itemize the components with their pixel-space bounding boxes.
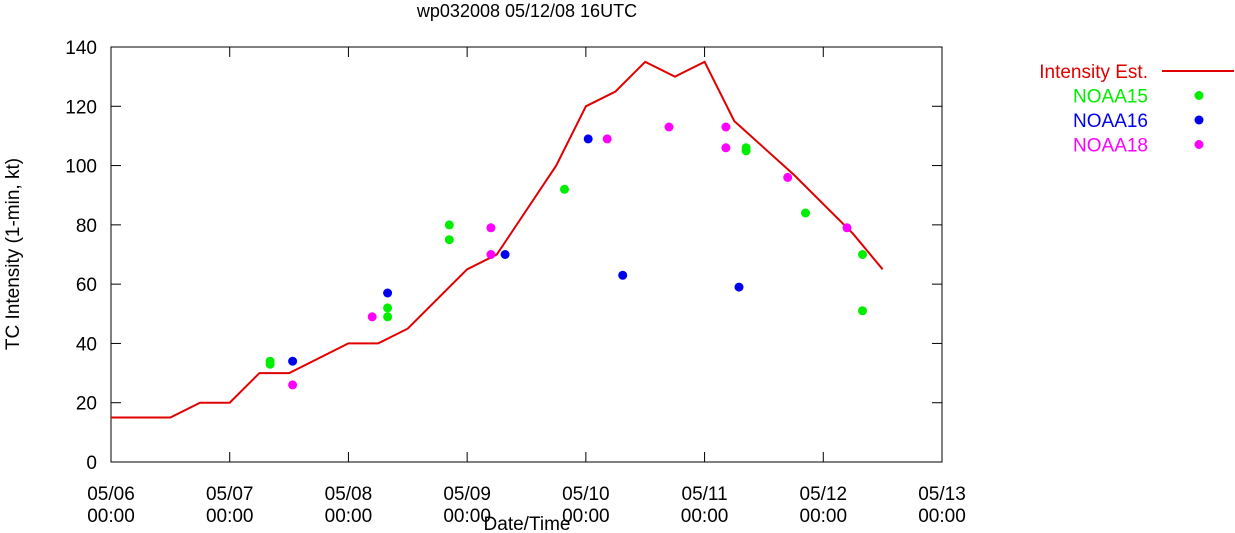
data-point-noaa16: [383, 288, 393, 298]
x-tick-label-date: 05/08: [325, 484, 373, 505]
data-point-noaa15: [265, 359, 275, 369]
data-point-noaa15: [560, 184, 569, 194]
x-tick-label-time: 00:00: [800, 506, 848, 527]
x-tick-label-time: 00:00: [681, 506, 729, 527]
data-point-noaa16: [288, 356, 298, 366]
data-point-noaa18: [721, 143, 731, 153]
y-tick-label: 80: [76, 216, 97, 237]
y-tick-label: 0: [86, 453, 97, 474]
legend-swatch-noaa16: [1194, 115, 1204, 125]
x-tick-label-date: 05/10: [562, 484, 610, 505]
data-point-noaa15: [858, 250, 867, 259]
x-tick-label-time: 00:00: [562, 506, 610, 527]
y-tick-label: 100: [65, 157, 97, 178]
chart-title: wp032008 05/12/08 16UTC: [416, 1, 637, 21]
data-point-noaa16: [734, 282, 744, 292]
series-line-intensity-est: [111, 60, 884, 419]
legend-label-noaa18: NOAA18: [1073, 136, 1148, 157]
data-point-noaa15: [383, 312, 393, 322]
data-point-noaa18: [721, 122, 731, 132]
y-axis: 0 20 40 60 80 100 120 140: [65, 38, 942, 474]
data-point-noaa16: [618, 270, 628, 280]
x-tick-label-date: 05/07: [206, 484, 254, 505]
legend-label-noaa16: NOAA16: [1073, 111, 1148, 132]
legend-label-noaa15: NOAA15: [1073, 87, 1148, 108]
x-tick-label-date: 05/09: [443, 484, 491, 505]
x-tick-label-date: 05/13: [918, 484, 966, 505]
data-point-noaa15: [741, 146, 751, 156]
data-point-noaa18: [783, 172, 793, 182]
x-tick-label-time: 00:00: [87, 506, 135, 527]
y-tick-label: 20: [76, 394, 97, 415]
plot-frame: [110, 46, 943, 463]
data-point-noaa18: [602, 134, 612, 144]
data-point-noaa18: [367, 312, 377, 322]
legend: Intensity Est. NOAA15 NOAA16 NOAA18: [1039, 62, 1234, 157]
y-axis-label: TC Intensity (1-min, kt): [3, 158, 24, 350]
series-layer: [111, 60, 884, 419]
y-tick-label: 120: [65, 97, 97, 118]
data-point-noaa15: [801, 208, 810, 218]
data-point-noaa16: [583, 134, 593, 144]
x-tick-label-time: 00:00: [918, 506, 966, 527]
data-point-noaa18: [486, 223, 496, 233]
x-tick-label-date: 05/11: [682, 484, 728, 505]
data-point-noaa18: [664, 122, 674, 132]
data-point-noaa18: [486, 250, 496, 259]
data-point-noaa18: [842, 223, 852, 233]
x-axis-label: Date/Time: [484, 514, 571, 533]
x-tick-label-time: 00:00: [206, 506, 254, 527]
x-tick-label-time: 00:00: [443, 506, 491, 527]
y-tick-label: 140: [65, 38, 97, 59]
data-point-noaa15: [444, 235, 454, 245]
y-tick-label: 60: [76, 275, 97, 296]
data-point-noaa16: [500, 250, 510, 259]
y-tick-label: 40: [76, 334, 97, 355]
legend-swatch-noaa18: [1194, 140, 1204, 149]
legend-label-intensity-est: Intensity Est.: [1039, 62, 1148, 83]
data-point-noaa18: [288, 380, 298, 390]
legend-swatch-noaa15: [1194, 91, 1204, 100]
x-tick-label-date: 05/12: [800, 484, 848, 505]
x-tick-label-date: 05/06: [87, 484, 135, 505]
x-tick-label-time: 00:00: [325, 506, 373, 527]
data-point-noaa15: [383, 303, 393, 313]
data-point-noaa15: [858, 306, 867, 316]
x-axis: 05/0600:0005/0700:0005/0800:0005/0900:00…: [87, 47, 966, 527]
data-point-noaa15: [444, 220, 454, 230]
